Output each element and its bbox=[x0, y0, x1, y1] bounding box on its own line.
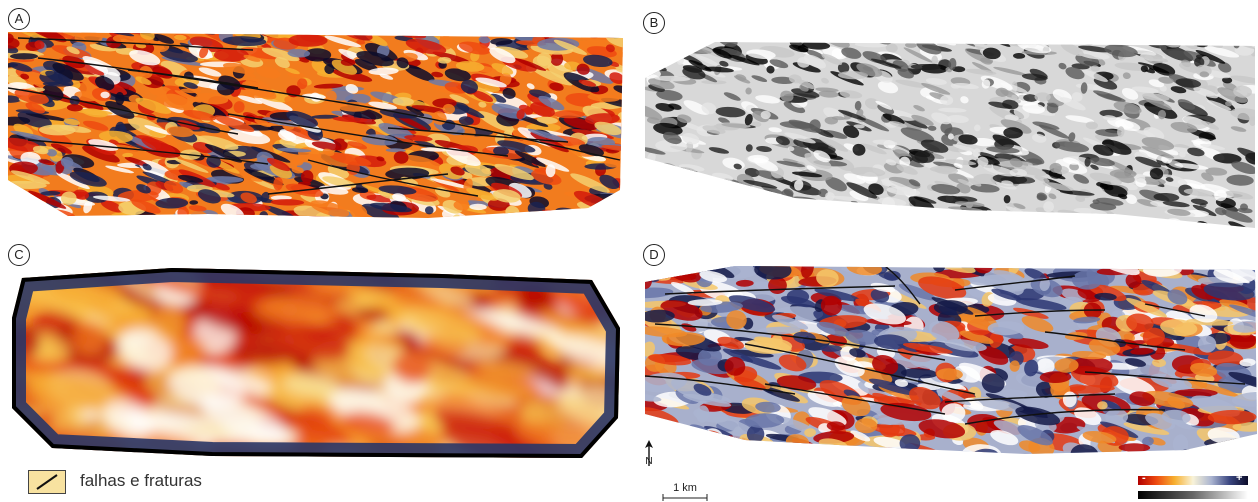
map-c-image bbox=[12, 268, 620, 458]
map-a-image bbox=[8, 32, 623, 218]
panel-label-b: B bbox=[643, 12, 665, 34]
legend-label-falhas: falhas e fraturas bbox=[80, 471, 202, 490]
scale-bar: 1 km bbox=[655, 482, 715, 502]
colorbar-heat bbox=[1138, 476, 1248, 485]
north-label: N bbox=[645, 456, 652, 467]
map-panel-a bbox=[8, 30, 623, 220]
map-panel-b bbox=[645, 38, 1255, 228]
colorbar-minus: - bbox=[1142, 472, 1146, 484]
map-d-image bbox=[645, 266, 1257, 454]
scale-bar-line bbox=[662, 494, 708, 501]
map-b-image bbox=[645, 42, 1255, 228]
scale-label: 1 km bbox=[673, 482, 697, 494]
fault-line-icon bbox=[36, 474, 58, 490]
colorbar-plus: + bbox=[1236, 472, 1243, 484]
panel-label-d: D bbox=[643, 244, 665, 266]
panel-label-a: A bbox=[8, 8, 30, 30]
panel-label-c: C bbox=[8, 244, 30, 266]
map-panel-c bbox=[12, 268, 622, 460]
north-arrow-icon: N bbox=[645, 440, 653, 467]
fault-legend-swatch bbox=[28, 470, 66, 494]
colorbar: - + bbox=[1138, 472, 1248, 500]
map-panel-d bbox=[645, 264, 1257, 456]
colorbar-gray bbox=[1138, 491, 1248, 499]
